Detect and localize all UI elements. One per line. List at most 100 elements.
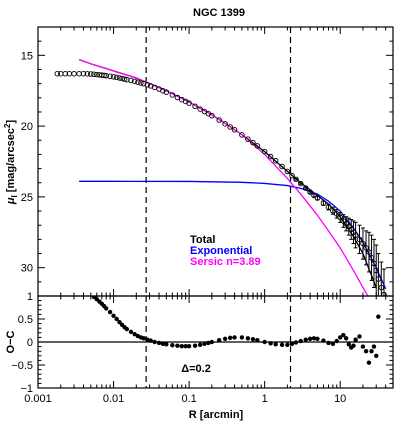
residual-point xyxy=(209,339,215,345)
y-tick-label: 15 xyxy=(21,50,33,62)
residual-point xyxy=(268,341,273,346)
data-point xyxy=(186,100,192,106)
y-axis-label-close: ] xyxy=(5,120,17,124)
residual-point xyxy=(107,309,113,315)
residual-point xyxy=(351,343,356,348)
data-point xyxy=(293,176,299,183)
y-tick-label: 1 xyxy=(27,291,33,303)
residual-point xyxy=(315,336,320,341)
residual-point xyxy=(206,340,211,346)
y-tick-label: 30 xyxy=(21,263,33,275)
y-axis-label: μI [mag/arcsec2] xyxy=(3,120,19,206)
y-axis-label-units: [mag/arcsec xyxy=(5,128,17,195)
data-point xyxy=(250,139,256,146)
profile-dashed-lines xyxy=(145,27,292,296)
y-tick-label: 0 xyxy=(27,337,33,349)
residual-point xyxy=(262,339,267,345)
residual-point xyxy=(186,343,192,349)
data-point xyxy=(289,172,295,179)
residual-point xyxy=(326,340,331,346)
data-point xyxy=(80,70,87,77)
residual-point xyxy=(330,341,336,347)
data-point xyxy=(337,214,343,221)
data-point xyxy=(245,136,251,142)
data-point xyxy=(54,70,61,77)
residual-data-marks xyxy=(38,296,393,365)
residual-point xyxy=(232,335,237,340)
data-point xyxy=(267,153,274,160)
data-point xyxy=(320,200,327,206)
residual-point xyxy=(366,360,372,365)
data-point xyxy=(76,70,82,77)
y-tick-label: −0.5 xyxy=(11,360,33,372)
data-point xyxy=(333,211,340,217)
y-axis-label-superscript: 2 xyxy=(3,123,12,128)
data-point xyxy=(381,291,387,296)
data-point xyxy=(138,80,144,86)
residual-point xyxy=(222,336,228,341)
data-point xyxy=(325,204,332,210)
y-axis-label-symbol: μ xyxy=(5,197,17,205)
residual-point xyxy=(346,342,352,347)
data-point xyxy=(57,70,64,77)
data-point xyxy=(128,77,134,84)
data-point xyxy=(140,80,147,87)
legend-entry: Sersic n=3.89 xyxy=(190,256,261,268)
residual-annotation: Δ=0.2 xyxy=(181,363,211,375)
data-point xyxy=(160,87,166,94)
residual-point xyxy=(111,313,116,318)
data-point xyxy=(209,112,215,119)
residual-point xyxy=(145,337,150,342)
residual-point xyxy=(357,334,362,339)
profile-data-marks xyxy=(54,58,387,296)
residual-point xyxy=(170,343,175,348)
data-point xyxy=(216,117,222,123)
residual-axis-ticks: 0.001 0.01 0.1 1 10 −1 −0.5 0 0.5 1 xyxy=(11,291,394,405)
residual-point xyxy=(104,306,109,311)
data-point xyxy=(360,240,366,247)
residual-point xyxy=(376,314,381,319)
data-point xyxy=(101,72,107,79)
data-point xyxy=(169,92,176,98)
residual-point xyxy=(353,337,358,342)
x-tick-label: 0.001 xyxy=(24,393,52,405)
residual-point xyxy=(374,353,379,358)
residual-panel: 0.001 0.01 0.1 1 10 −1 −0.5 0 0.5 1 Δ=0.2 xyxy=(11,291,394,405)
data-point xyxy=(121,76,128,82)
residual-point xyxy=(175,343,180,348)
data-point xyxy=(222,121,228,127)
data-point xyxy=(110,74,117,80)
residual-point xyxy=(148,338,153,343)
data-point xyxy=(272,158,279,164)
residual-point xyxy=(337,335,343,340)
residual-point xyxy=(371,344,377,349)
data-point xyxy=(174,94,181,101)
data-point xyxy=(302,185,309,191)
data-point xyxy=(116,75,123,81)
legend-entry: Exponential xyxy=(190,245,252,257)
residual-point xyxy=(152,339,157,345)
data-point xyxy=(91,71,97,78)
x-tick-label: 1 xyxy=(262,393,268,405)
x-axis-label: R [arcmin] xyxy=(189,409,244,421)
data-point xyxy=(103,72,109,79)
data-point xyxy=(88,71,94,77)
residual-point xyxy=(239,335,245,340)
data-point xyxy=(307,189,313,195)
residual-point xyxy=(289,341,295,347)
residual-point xyxy=(156,340,162,346)
residual-point xyxy=(285,342,290,347)
data-point xyxy=(311,192,317,199)
data-point xyxy=(227,124,233,130)
residual-point xyxy=(255,337,260,343)
data-point xyxy=(197,106,203,112)
data-point xyxy=(352,232,359,238)
residual-point xyxy=(114,316,119,322)
residual-point xyxy=(197,342,203,347)
data-point xyxy=(330,208,336,214)
residual-point xyxy=(128,329,134,335)
y-axis-label-subscript: I xyxy=(10,195,19,197)
